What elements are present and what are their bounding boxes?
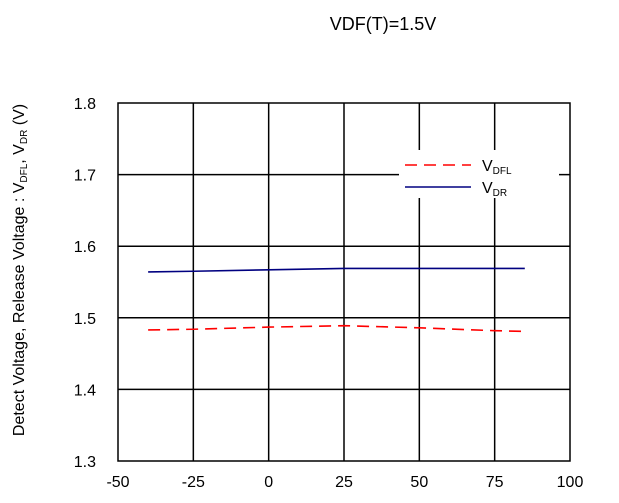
y-tick-label: 1.8	[74, 96, 96, 113]
x-tick-label: 100	[557, 474, 584, 491]
y-tick-label: 1.5	[74, 311, 96, 328]
legend-background	[399, 150, 559, 198]
chart-title: VDF(T)=1.5V	[330, 14, 437, 34]
legend-label-vdr: VDR	[482, 180, 507, 199]
y-axis-label-unit: (V)	[11, 104, 28, 130]
y-axis-label-main: Detect Voltage, Release Voltage : V	[11, 182, 28, 436]
series-line-vdr	[148, 267, 525, 273]
x-tick-label: 50	[410, 474, 428, 491]
series-line-vdfl	[148, 324, 525, 333]
y-axis-label: Detect Voltage, Release Voltage : VDFL, …	[11, 104, 30, 436]
plot-frame	[117, 102, 571, 462]
series	[148, 267, 525, 333]
y-tick-label: 1.4	[74, 382, 96, 399]
x-tick-label: -25	[182, 474, 205, 491]
tick-labels: -50 -25 0 25 50 75 100 1.3 1.4 1.5 1.6 1.7 1.8	[74, 96, 584, 491]
legend: VDFL VDR	[399, 150, 559, 199]
x-tick-label: -50	[106, 474, 129, 491]
y-axis-label-sub1: DFL	[19, 163, 30, 182]
x-tick-label: 0	[264, 474, 273, 491]
y-tick-label: 1.7	[74, 168, 96, 185]
y-tick-label: 1.3	[74, 454, 96, 471]
x-tick-label: 25	[335, 474, 353, 491]
y-axis-label-sep: , V	[11, 144, 28, 164]
y-tick-label: 1.6	[74, 239, 96, 256]
x-tick-label: 75	[486, 474, 504, 491]
y-axis-label-sub2: DR	[19, 130, 30, 144]
legend-label-vdfl: VDFL	[482, 158, 512, 177]
